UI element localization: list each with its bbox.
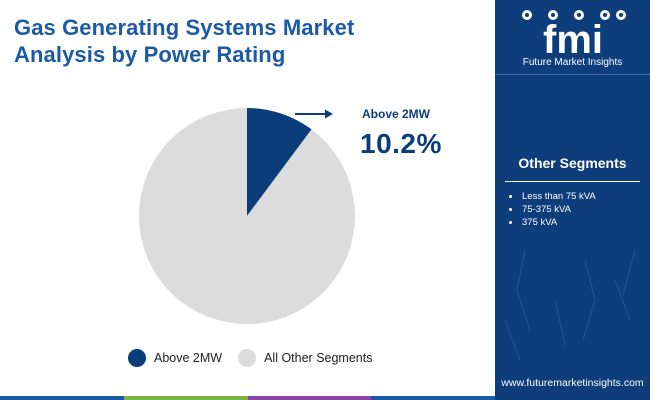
bottom-bar-segment [371, 396, 495, 400]
legend-swatch-above-2mw [128, 349, 146, 367]
pie-chart [138, 107, 355, 325]
callout-label: Above 2MW [362, 107, 431, 121]
sidebar: fmi Future Market Insights Other Segment… [495, 0, 650, 400]
fmi-logo: fmi [522, 10, 626, 57]
bottom-bar-segment [123, 396, 248, 400]
logo-area: fmi Future Market Insights [495, 0, 650, 75]
svg-text:fmi: fmi [543, 18, 603, 57]
callout-arrow [295, 109, 333, 119]
legend-item-all-other-segments: All Other Segments [238, 349, 372, 367]
bottom-bar-segment [247, 396, 372, 400]
title-line-1: Gas Generating Systems Market [14, 15, 355, 40]
sidebar-decoration [504, 249, 636, 361]
legend-label-all-other-segments: All Other Segments [264, 351, 373, 365]
legend-swatch-all-other-segments [238, 349, 257, 367]
bottom-color-bar [0, 396, 495, 400]
segment-item: Less than 75 kVA [509, 190, 596, 203]
segment-item-label: 375 kVA [522, 217, 558, 228]
logo-tagline: Future Market Insights [522, 57, 623, 68]
segment-item-label: 75-375 kVA [522, 204, 571, 215]
bullet-icon [509, 208, 512, 211]
legend-label-above-2mw: Above 2MW [154, 351, 223, 365]
pie-slice-all-other-segments [138, 107, 355, 325]
segment-item-label: Less than 75 kVA [522, 191, 596, 202]
segment-list: Less than 75 kVA 75-375 kVA 375 kVA [509, 190, 596, 229]
callout-value: 10.2% [360, 128, 442, 159]
bottom-bar-segment [0, 396, 124, 400]
chart-panel: Gas Generating Systems Market Analysis b… [0, 14, 495, 400]
bullet-icon [509, 221, 512, 224]
pie-slice-above-2mw [247, 108, 312, 216]
other-segments-heading: Other Segments [518, 155, 627, 171]
segment-item: 75-375 kVA [509, 203, 596, 216]
heading-divider [505, 181, 640, 182]
website-link[interactable]: www.futuremarketinsights.com [501, 377, 644, 389]
legend-item-above-2mw: Above 2MW [128, 349, 222, 367]
page-title: Gas Generating Systems Market Analysis b… [14, 14, 484, 68]
chart-legend: Above 2MW All Other Segments [128, 349, 388, 367]
segment-item: 375 kVA [509, 216, 596, 229]
bullet-icon [509, 195, 512, 198]
title-line-2: Analysis by Power Rating [14, 42, 286, 67]
